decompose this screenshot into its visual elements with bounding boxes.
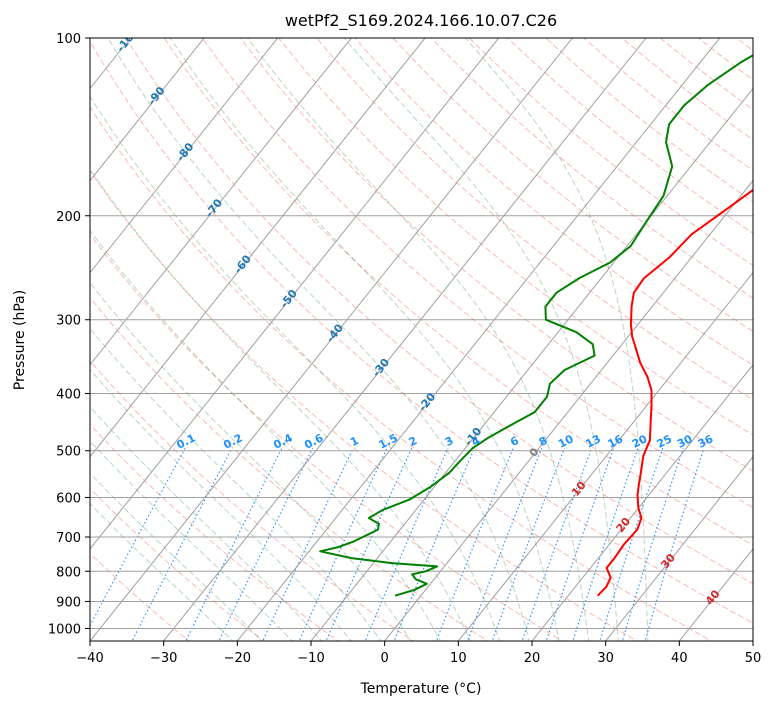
dry-adiabat-line (90, 233, 564, 641)
dry-adiabat-line (90, 40, 753, 624)
plot-area: 0.1 0.2 0.4 0.6 1 1.5 2 3 4 6 8 10 13 16 20 25 30 36-100-… (90, 38, 753, 641)
dewpoint-line (319, 54, 753, 597)
x-tick-label: −20 (224, 651, 251, 666)
isotherms (90, 38, 753, 641)
y-tick-label: 300 (56, 314, 81, 329)
isotherm-line (90, 38, 574, 641)
x-tick-label: 30 (597, 651, 614, 666)
mixing-ratio-line (185, 447, 283, 641)
mixing-ratio-label: 25 (655, 432, 675, 451)
x-tick-label: 40 (671, 651, 688, 666)
dry-adiabat-line (316, 38, 753, 401)
isotherm-line (604, 456, 753, 641)
isobars (90, 38, 753, 629)
isotherm-line (236, 38, 721, 641)
y-tick-label: 700 (56, 531, 81, 546)
dry-adiabats (90, 38, 753, 641)
mixing-ratio-label: 16 (606, 432, 626, 451)
mixing-ratio-line (545, 447, 615, 641)
dry-adiabat-line (90, 423, 340, 641)
sounding-profiles (319, 54, 753, 597)
mixing-ratio-label: 20 (630, 432, 650, 451)
isotherm-line (90, 38, 205, 182)
moist-adiabat-line (90, 95, 501, 641)
mixing-ratio-line (218, 447, 314, 641)
plot-frame (89, 37, 754, 642)
mixing-ratio-line (521, 447, 593, 641)
isotherm-line (531, 363, 753, 641)
x-tick-label: 50 (745, 651, 762, 666)
x-tick-label: −40 (76, 651, 103, 666)
x-tick-label: 0 (381, 651, 389, 666)
y-tick-label: 600 (56, 491, 81, 506)
y-tick-label: 200 (56, 210, 81, 225)
y-tick-label: 1000 (48, 622, 81, 637)
mixing-ratio-line (325, 447, 413, 641)
y-axis-label: Pressure (hPa) (12, 290, 28, 390)
x-tick-label: −10 (297, 651, 324, 666)
mixing-ratio-line (621, 448, 684, 641)
chart-title: wetPf2_S169.2024.166.10.07.C26 (285, 11, 557, 31)
dry-adiabat-line (354, 38, 753, 366)
x-axis: −40 −30 −20 −10 0 10 20 30 40 50 (76, 641, 761, 666)
isotherm-line (90, 38, 500, 550)
mixing-ratio-label: 13 (583, 432, 603, 451)
isotherm-line (310, 87, 753, 641)
dry-adiabat-line (163, 38, 753, 546)
temperature-line (596, 188, 753, 597)
mixing-ratio-line (599, 448, 664, 641)
mixing-ratio-line (572, 448, 639, 641)
moist-adiabat-line (343, 38, 619, 641)
y-axis: 100 200 300 400 500 600 700 800 900 1000 (48, 32, 90, 637)
x-tick-label: 20 (524, 651, 541, 666)
isotherm-line (457, 271, 753, 641)
moist-adiabat-line (107, 38, 530, 641)
dry-adiabat-line (201, 38, 753, 509)
isotherm-line (90, 38, 353, 366)
mixing-ratio-label: 36 (696, 432, 716, 451)
mixing-ratio-line (298, 447, 388, 641)
isotherm-line (90, 38, 279, 274)
y-tick-label: 500 (56, 445, 81, 460)
x-tick-label: −30 (150, 651, 177, 666)
moist-adiabat-line (247, 38, 590, 641)
mixing-ratio-line (435, 447, 514, 641)
dry-adiabat-line (278, 38, 753, 436)
mixing-ratio-line (644, 448, 705, 641)
x-axis-label: Temperature (°C) (360, 681, 482, 697)
y-tick-label: 100 (56, 32, 81, 47)
moist-adiabat-line (90, 327, 382, 641)
isotherm-line (162, 38, 647, 641)
mixing-ratio-label: 10 (556, 432, 576, 451)
x-tick-label: 10 (450, 651, 467, 666)
y-tick-label: 400 (56, 388, 81, 403)
y-tick-label: 800 (56, 565, 81, 580)
mixing-ratio-label: 30 (675, 432, 695, 451)
y-tick-label: 900 (56, 595, 81, 610)
isotherm-line (90, 38, 426, 458)
